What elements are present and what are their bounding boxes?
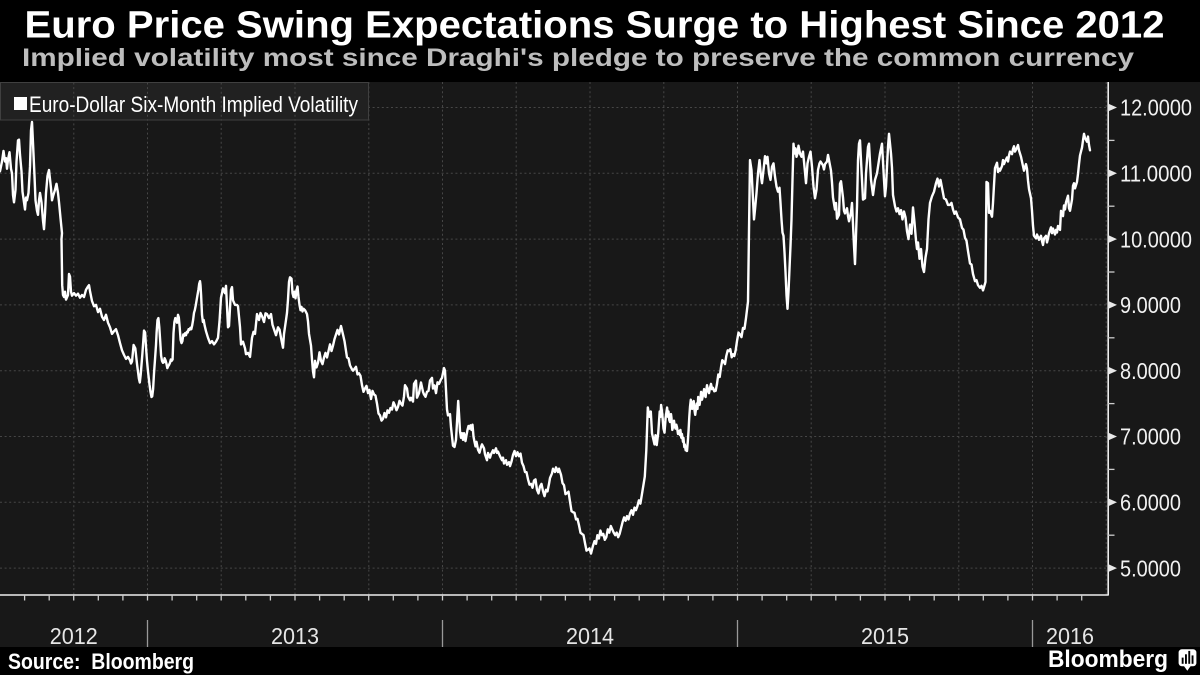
svg-text:2015: 2015 <box>861 623 909 649</box>
svg-text:9.0000: 9.0000 <box>1120 292 1181 318</box>
svg-text:5.0000: 5.0000 <box>1120 555 1181 581</box>
svg-text:8.0000: 8.0000 <box>1120 358 1181 384</box>
svg-text:2014: 2014 <box>566 623 614 649</box>
svg-text:Euro Price Swing Expectations: Euro Price Swing Expectations Surge to H… <box>25 5 1165 47</box>
svg-text:Implied volatility most since: Implied volatility most since Draghi's p… <box>22 44 1134 72</box>
svg-text:12.0000: 12.0000 <box>1120 95 1192 121</box>
svg-text:7.0000: 7.0000 <box>1120 424 1181 450</box>
svg-text:Euro-Dollar Six-Month Implied: Euro-Dollar Six-Month Implied Volatility <box>29 92 359 117</box>
svg-text:6.0000: 6.0000 <box>1120 490 1181 516</box>
svg-text:2013: 2013 <box>271 623 319 649</box>
svg-text:11.0000: 11.0000 <box>1120 161 1192 187</box>
svg-text:2012: 2012 <box>50 623 98 649</box>
svg-text:2016: 2016 <box>1046 623 1094 649</box>
svg-text:Source: Bloomberg: Source: Bloomberg <box>8 649 194 674</box>
svg-text:10.0000: 10.0000 <box>1120 226 1192 252</box>
svg-text:Bloomberg: Bloomberg <box>1048 646 1168 673</box>
